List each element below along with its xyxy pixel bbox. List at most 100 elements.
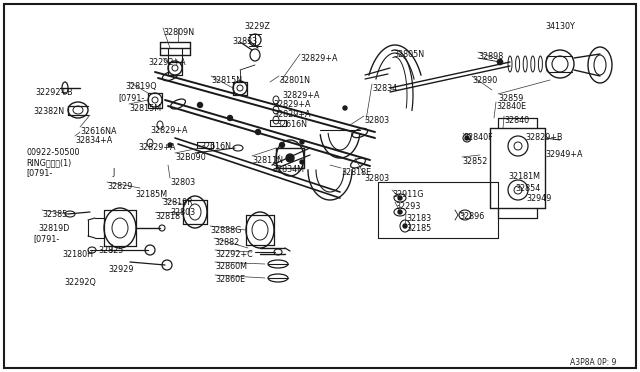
Ellipse shape xyxy=(252,220,268,240)
Text: 00922-50500: 00922-50500 xyxy=(26,148,79,157)
Text: 32825: 32825 xyxy=(98,246,124,255)
Text: 32829: 32829 xyxy=(107,182,132,191)
Ellipse shape xyxy=(274,249,282,255)
Ellipse shape xyxy=(249,34,261,46)
Text: 32888G: 32888G xyxy=(210,226,241,235)
Text: 32183: 32183 xyxy=(406,214,431,223)
Ellipse shape xyxy=(189,204,201,220)
Circle shape xyxy=(300,140,304,144)
Text: [0791-: [0791- xyxy=(26,168,52,177)
Text: 32801N: 32801N xyxy=(279,76,310,85)
Text: 32834M: 32834M xyxy=(272,165,304,174)
Circle shape xyxy=(398,210,402,214)
Text: 32292Q: 32292Q xyxy=(64,278,96,287)
Text: 32185: 32185 xyxy=(406,224,431,233)
Ellipse shape xyxy=(497,59,503,65)
Text: 32834: 32834 xyxy=(372,84,397,93)
Text: 32840: 32840 xyxy=(504,116,529,125)
Circle shape xyxy=(227,115,232,121)
Text: 32811N: 32811N xyxy=(252,156,283,165)
Text: 32929: 32929 xyxy=(108,265,134,274)
Ellipse shape xyxy=(233,145,243,151)
Text: 32890: 32890 xyxy=(472,76,497,85)
Ellipse shape xyxy=(546,50,574,78)
Ellipse shape xyxy=(276,140,304,176)
Ellipse shape xyxy=(183,196,207,228)
Ellipse shape xyxy=(104,208,136,248)
Text: 32292+A: 32292+A xyxy=(148,58,186,67)
Text: 32818: 32818 xyxy=(155,212,180,221)
Ellipse shape xyxy=(594,55,606,75)
Text: 32185M: 32185M xyxy=(135,190,167,199)
Text: 32840E: 32840E xyxy=(496,102,526,111)
Text: 32834+A: 32834+A xyxy=(75,136,112,145)
Ellipse shape xyxy=(400,220,410,232)
Ellipse shape xyxy=(273,116,279,124)
Text: 32809N: 32809N xyxy=(163,28,194,37)
Circle shape xyxy=(168,143,172,147)
Ellipse shape xyxy=(152,97,158,103)
Ellipse shape xyxy=(62,82,68,94)
Text: 32803: 32803 xyxy=(364,116,389,125)
Ellipse shape xyxy=(159,225,165,231)
Ellipse shape xyxy=(588,47,612,83)
Ellipse shape xyxy=(273,96,279,104)
Text: 32949+A: 32949+A xyxy=(545,150,582,159)
Text: 32852: 32852 xyxy=(462,157,488,166)
Text: A3P8A 0P: 9: A3P8A 0P: 9 xyxy=(570,358,616,367)
Text: 32819Q: 32819Q xyxy=(125,82,157,91)
Ellipse shape xyxy=(68,102,88,118)
Text: 32819D: 32819D xyxy=(38,224,69,233)
Ellipse shape xyxy=(351,158,365,168)
Ellipse shape xyxy=(268,260,288,268)
Text: 32385: 32385 xyxy=(42,210,67,219)
Text: 32829+A: 32829+A xyxy=(300,54,337,63)
Text: 32616N: 32616N xyxy=(200,142,231,151)
Ellipse shape xyxy=(273,106,279,114)
Text: 32616N: 32616N xyxy=(276,120,307,129)
Text: 32829+A: 32829+A xyxy=(150,126,188,135)
Ellipse shape xyxy=(157,121,163,129)
Ellipse shape xyxy=(112,218,128,238)
Ellipse shape xyxy=(73,106,83,114)
Ellipse shape xyxy=(552,56,568,72)
Ellipse shape xyxy=(233,81,247,95)
Ellipse shape xyxy=(459,210,471,220)
Ellipse shape xyxy=(394,208,406,216)
Text: 32949: 32949 xyxy=(526,194,552,203)
Ellipse shape xyxy=(88,247,96,253)
Text: 32803: 32803 xyxy=(170,208,195,217)
Ellipse shape xyxy=(148,93,162,107)
Ellipse shape xyxy=(65,211,75,217)
Ellipse shape xyxy=(463,134,471,142)
Circle shape xyxy=(398,196,402,200)
Text: 32911G: 32911G xyxy=(392,190,424,199)
Text: 32829+A: 32829+A xyxy=(273,100,310,109)
Text: RINGリング(1): RINGリング(1) xyxy=(26,158,71,167)
Ellipse shape xyxy=(162,260,172,270)
Text: 32180H: 32180H xyxy=(62,250,93,259)
Ellipse shape xyxy=(250,49,260,61)
Text: 32292+B: 32292+B xyxy=(35,88,72,97)
Text: 32803: 32803 xyxy=(170,178,195,187)
Text: 32829+A: 32829+A xyxy=(273,110,310,119)
Ellipse shape xyxy=(268,274,288,282)
Text: 32819R: 32819R xyxy=(162,198,193,207)
Text: 32805N: 32805N xyxy=(393,50,424,59)
Text: 32859: 32859 xyxy=(498,94,524,103)
Text: 32815N: 32815N xyxy=(211,76,242,85)
Text: 32181M: 32181M xyxy=(508,172,540,181)
Text: 32382N: 32382N xyxy=(33,107,64,116)
Ellipse shape xyxy=(353,128,367,138)
Circle shape xyxy=(286,154,294,162)
Text: [0791-: [0791- xyxy=(118,93,144,102)
Text: 32854: 32854 xyxy=(515,184,540,193)
Text: 32829+A: 32829+A xyxy=(282,91,319,100)
Text: 32818E: 32818E xyxy=(341,168,371,177)
Ellipse shape xyxy=(163,71,178,81)
Text: 32860E: 32860E xyxy=(215,275,245,284)
Text: 32896: 32896 xyxy=(459,212,484,221)
Circle shape xyxy=(403,224,407,228)
Text: 32833: 32833 xyxy=(232,37,257,46)
Ellipse shape xyxy=(237,85,243,91)
